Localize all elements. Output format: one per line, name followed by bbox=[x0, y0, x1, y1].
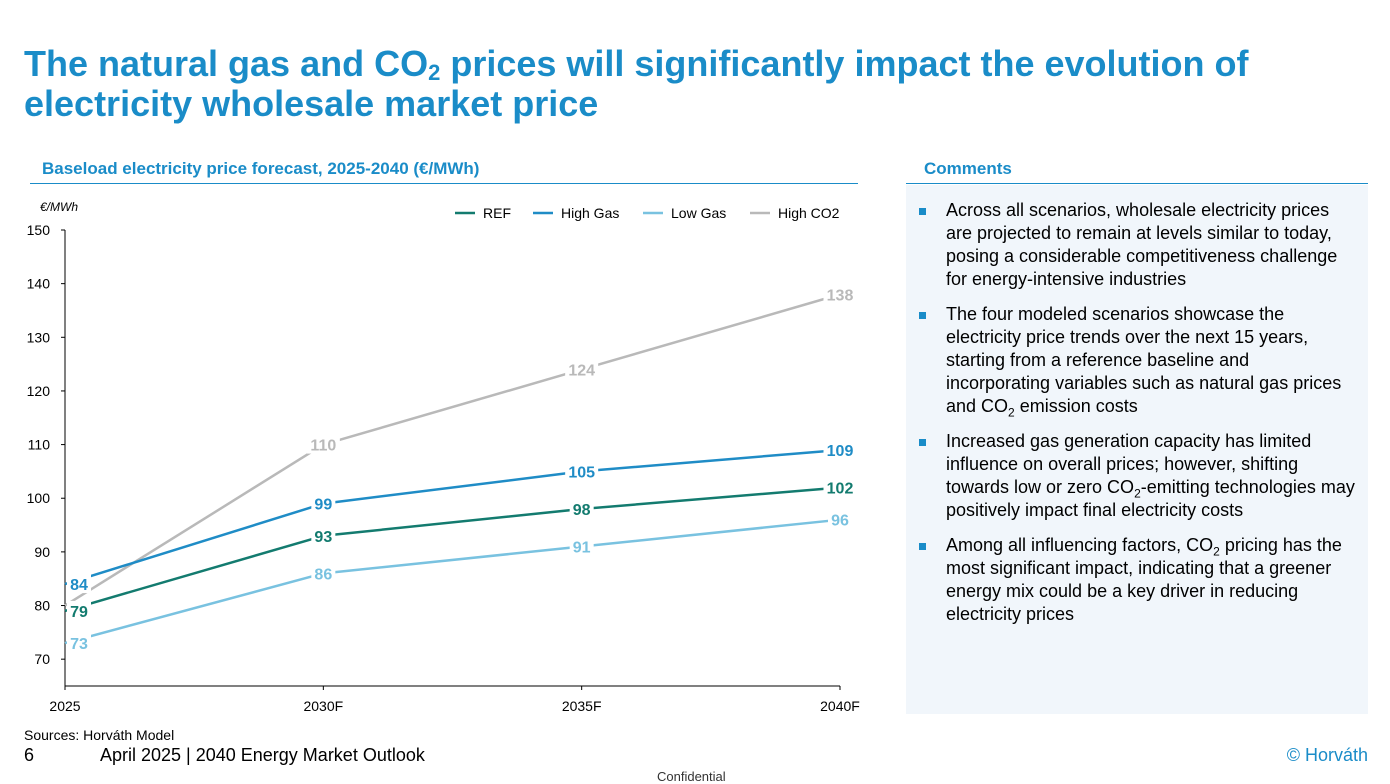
data-label: 102 bbox=[827, 481, 854, 498]
bullet-marker-icon bbox=[919, 208, 926, 215]
comment-text: 2 bbox=[1008, 405, 1015, 420]
comments-panel: Across all scenarios, wholesale electric… bbox=[906, 185, 1368, 714]
y-tick-label: 100 bbox=[27, 490, 51, 506]
data-label-bg bbox=[569, 498, 594, 518]
data-label: 73 bbox=[70, 636, 88, 653]
x-tick-label: 2035F bbox=[562, 698, 602, 714]
comment-text: pricing has the most significant impact,… bbox=[946, 535, 1342, 624]
data-label: 91 bbox=[573, 540, 591, 557]
data-label-bg bbox=[67, 633, 91, 653]
y-tick-label: 130 bbox=[27, 329, 51, 345]
data-label-bg bbox=[311, 525, 336, 545]
chart-header: Baseload electricity price forecast, 202… bbox=[30, 156, 858, 184]
confidential-label: Confidential bbox=[657, 769, 726, 784]
comment-item: Across all scenarios, wholesale electric… bbox=[906, 199, 1368, 291]
y-tick-label: 90 bbox=[34, 544, 50, 560]
y-tick-label: 110 bbox=[28, 437, 51, 453]
comment-text: 2 bbox=[1134, 486, 1141, 501]
data-label-bg bbox=[828, 509, 852, 529]
data-label: 84 bbox=[70, 577, 88, 594]
y-tick-label: 150 bbox=[27, 222, 51, 238]
series-line-high-co2 bbox=[64, 293, 841, 607]
bullet-marker-icon bbox=[919, 543, 926, 550]
comment-item: Among all influencing factors, CO2 prici… bbox=[906, 534, 1368, 626]
data-label: 86 bbox=[314, 566, 332, 583]
comment-text: Increased gas generation capacity has li… bbox=[946, 431, 1312, 497]
bullet-marker-icon bbox=[919, 439, 926, 446]
slide-title: The natural gas and CO2 prices will sign… bbox=[24, 43, 1249, 124]
data-label-bg bbox=[306, 434, 340, 454]
legend-label: High CO2 bbox=[778, 205, 840, 221]
data-label: 110 bbox=[310, 438, 336, 455]
comment-text: Among all influencing factors, CO bbox=[946, 535, 1214, 555]
page-number: 6 bbox=[24, 745, 35, 765]
legend-label: High Gas bbox=[561, 205, 619, 221]
data-label: 93 bbox=[314, 529, 332, 546]
comment-item: Increased gas generation capacity has li… bbox=[906, 430, 1368, 522]
series-line-ref bbox=[64, 486, 841, 613]
comment-text: Across all scenarios, wholesale electric… bbox=[946, 200, 1338, 289]
data-label: 99 bbox=[314, 497, 332, 514]
data-label: 124 bbox=[568, 362, 595, 379]
series-line-low-gas bbox=[64, 518, 841, 645]
data-label-bg bbox=[311, 563, 336, 583]
data-label-bg bbox=[823, 477, 857, 497]
data-label-bg bbox=[67, 574, 91, 594]
comments-title: Comments bbox=[924, 159, 1012, 178]
data-label-bg bbox=[311, 493, 336, 513]
data-label-bg bbox=[565, 461, 599, 481]
comments-list: Across all scenarios, wholesale electric… bbox=[906, 199, 1368, 638]
legend-label: REF bbox=[483, 205, 511, 221]
data-label: 79 bbox=[70, 604, 88, 621]
y-tick-label: 140 bbox=[27, 276, 51, 292]
y-tick-label: 120 bbox=[27, 383, 51, 399]
comments-header: Comments bbox=[906, 156, 1368, 184]
data-label-bg bbox=[569, 536, 594, 556]
data-label: 96 bbox=[831, 513, 849, 530]
data-label-bg bbox=[67, 600, 91, 620]
chart-title: Baseload electricity price forecast, 202… bbox=[42, 159, 480, 178]
series-line-high-gas bbox=[64, 448, 841, 586]
comment-text: 2 bbox=[1213, 544, 1220, 559]
legend-label: Low Gas bbox=[671, 205, 726, 221]
comment-text: The four modeled scenarios showcase the … bbox=[946, 304, 1342, 416]
data-label-bg bbox=[823, 439, 857, 459]
data-label: 138 bbox=[827, 287, 854, 304]
data-label: 98 bbox=[573, 502, 591, 519]
comment-text: emission costs bbox=[1014, 396, 1138, 416]
sources-note: Sources: Horváth Model bbox=[24, 727, 175, 743]
data-label: 109 bbox=[827, 443, 854, 460]
y-axis-unit-label: €/MWh bbox=[40, 200, 78, 214]
comment-item: The four modeled scenarios showcase the … bbox=[906, 303, 1368, 420]
footer-text: April 2025 | 2040 Energy Market Outlook bbox=[100, 745, 425, 765]
comment-text: -emitting technologies may positively im… bbox=[946, 477, 1355, 520]
x-tick-label: 2030F bbox=[303, 698, 343, 714]
bullet-marker-icon bbox=[919, 312, 926, 319]
data-label-bg bbox=[823, 284, 857, 304]
x-tick-label: 2040F bbox=[820, 698, 860, 714]
data-label-bg bbox=[565, 359, 599, 379]
data-label: 105 bbox=[568, 464, 595, 481]
x-tick-label: 2025 bbox=[49, 698, 80, 714]
y-tick-label: 70 bbox=[34, 651, 50, 667]
copyright: © Horváth bbox=[1286, 745, 1368, 765]
y-tick-label: 80 bbox=[34, 598, 50, 614]
